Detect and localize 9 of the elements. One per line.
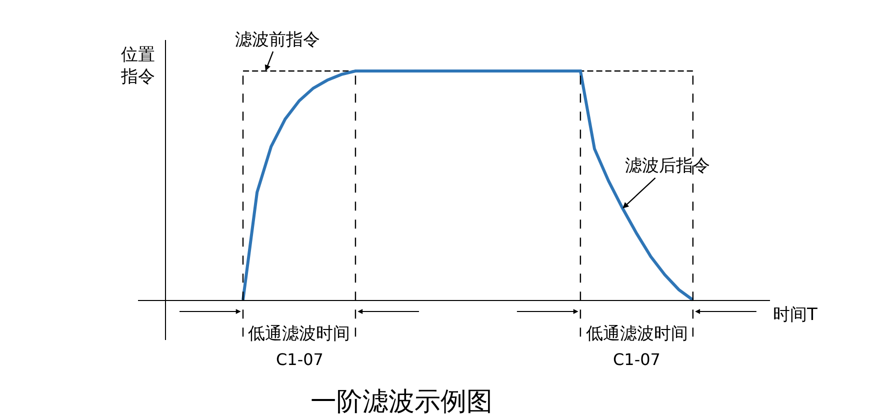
y-axis-title: 位置指令 [120, 45, 155, 88]
text: 低通滤波时间 [586, 324, 688, 344]
text: C1-07 [276, 350, 324, 369]
x-axis-title: 时间T [773, 305, 818, 325]
series-label: 滤波前指令 [235, 30, 320, 50]
series-label: 滤波后指令 [625, 156, 710, 176]
text: 低通滤波时间 [248, 324, 350, 344]
text: 一阶滤波示例图 [310, 386, 492, 416]
text: C1-07 [613, 350, 660, 369]
